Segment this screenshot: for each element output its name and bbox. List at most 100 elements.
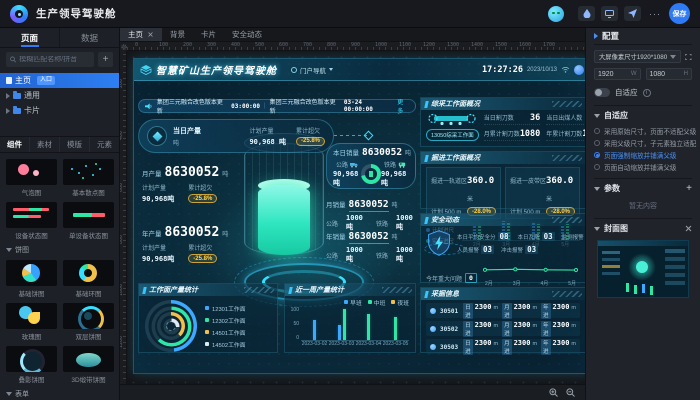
portal-nav-dropdown[interactable]: 门户导航: [291, 65, 333, 75]
adaptive-options: 采用原始尺寸，页面不适配父级 采用父级尺寸，子元素独立适配 页面强制缩放并铺满父…: [594, 123, 696, 179]
component-scatter-chart[interactable]: 基本散点图: [63, 159, 114, 197]
screen-size-select[interactable]: 大屏像素尺寸1920*1080: [594, 50, 682, 63]
dashboard-logo-icon: [140, 64, 152, 75]
zoom-out-icon[interactable]: [566, 388, 575, 397]
params-section-header[interactable]: 参数 +: [594, 181, 692, 196]
tree-item-common[interactable]: 通用: [0, 88, 119, 103]
rose-chart-thumb-icon: [6, 303, 57, 329]
user-avatar: [574, 64, 584, 75]
component-device-status[interactable]: 设备状态图: [6, 202, 57, 240]
daily-production-card: 当日产量 吨 计划产量 90,968 吨 累计超欠 -25.8%: [138, 119, 334, 153]
section-pie-charts[interactable]: 饼图: [6, 245, 114, 255]
cover-thumbnail[interactable]: [597, 240, 689, 298]
component-basic-pie[interactable]: 基础饼图: [6, 260, 57, 298]
tab-page[interactable]: 页面: [0, 28, 59, 47]
config-section-header[interactable]: 配置: [594, 28, 692, 45]
chevron-down-icon: [670, 54, 677, 59]
tab-data[interactable]: 数据: [59, 28, 119, 47]
dashboard-title: 智慧矿山生产领导驾驶舱: [156, 66, 277, 77]
train-icon: [398, 162, 406, 168]
add-page-button[interactable]: +: [98, 51, 113, 67]
zoom-in-icon[interactable]: [549, 388, 558, 397]
radio-parent-size[interactable]: 采用父级尺寸，子元素独立适配: [594, 137, 696, 149]
wifi-icon: [561, 67, 570, 73]
vertical-ruler: 200 400 600 800 1000 1200: [120, 42, 127, 384]
component-bubble-chart[interactable]: 气泡图: [6, 159, 57, 197]
width-input[interactable]: [598, 70, 631, 78]
component-single-device-status[interactable]: 单设备状态图: [63, 202, 114, 240]
radio-force-scale[interactable]: 页面强制缩放并铺满父级: [594, 149, 692, 161]
component-3d-ribbon-pie[interactable]: 3D缎带饼图: [63, 346, 114, 384]
canvas-tab-safety[interactable]: 安全动态: [232, 30, 262, 39]
width-field[interactable]: W: [594, 68, 641, 80]
radio-icon: [594, 140, 600, 146]
single-device-thumb-icon: [63, 202, 114, 228]
cover-section-header[interactable]: 封面图: [594, 221, 692, 236]
radio-auto-scale[interactable]: 页面自动缩放并铺满父级: [594, 161, 692, 173]
component-basic-donut[interactable]: 基础环图: [63, 260, 114, 298]
yearly-production-block: 年产量 8630052 吨 计划产量 90,968吨 累计超欠 -25.8%: [142, 225, 229, 263]
chevron-down-icon: [6, 248, 12, 252]
dashboard-header: 智慧矿山生产领导驾驶舱 门户导航 17:27:26 2023/10/13: [134, 59, 585, 81]
top-bar: 生产领导驾驶舱 ··· 保存: [0, 0, 700, 28]
daily-sales-card: 本日销量 8630052 吨 公路 90,968 吨: [326, 143, 416, 189]
app-title: 生产领导驾驶舱: [36, 8, 117, 20]
y-axis-labels: 100 50 0: [290, 307, 299, 341]
adaptive-section-header[interactable]: 自适应: [594, 108, 692, 123]
search-input[interactable]: [19, 55, 90, 63]
canvas-tab-card[interactable]: 卡片: [201, 30, 216, 39]
canvas-tab-home[interactable]: 主页: [120, 28, 162, 41]
mine-icon: [147, 126, 167, 146]
config-sidebar: 配置 大屏像素尺寸1920*1080 W H 自适应 自适应 采用原始尺寸，页面…: [585, 28, 700, 400]
publish-button[interactable]: [624, 6, 641, 21]
double-pie-thumb-icon: [63, 303, 114, 329]
adaptive-toggle[interactable]: [594, 88, 610, 97]
component-shadow-pie[interactable]: 叠影饼图: [6, 346, 57, 384]
left-sidebar: 页面 数据 + 主页 入口 通用 卡片 组件 素材 模版 元素: [0, 28, 120, 400]
shadow-pie-thumb-icon: [6, 346, 57, 372]
canvas-body: 智慧矿山生产领导驾驶舱 门户导航 17:27:26 2023/10/13: [127, 51, 585, 384]
tree-item-card[interactable]: 卡片: [0, 103, 119, 118]
face-select-button[interactable]: 13050综采工作面: [426, 129, 479, 141]
over-under-badge: -25.8%: [188, 254, 218, 263]
expand-icon[interactable]: [685, 52, 692, 62]
preview-button[interactable]: [601, 6, 618, 21]
dashboard-design[interactable]: 智慧矿山生产领导驾驶舱 门户导航 17:27:26 2023/10/13: [133, 58, 585, 374]
horizontal-ruler: 0 100 200 300 400 500 600 700 800 900 1000 1100 1200…: [127, 42, 585, 51]
section-forms[interactable]: 表单: [6, 389, 114, 399]
info-icon[interactable]: [642, 88, 651, 97]
component-list: 气泡图 基本散点图 设备状态图 单设备状态图 饼图 基础饼图 基础环图 玫瑰图: [0, 153, 119, 400]
tab-elements[interactable]: 元素: [89, 137, 119, 152]
folder-icon: [13, 91, 21, 99]
height-field[interactable]: H: [645, 68, 692, 80]
add-param-button[interactable]: +: [686, 183, 692, 194]
component-rose-chart[interactable]: 玫瑰图: [6, 303, 57, 341]
ticker-more-link[interactable]: 更多: [397, 100, 404, 115]
yearly-sales-block: 年销量 8630052 吨 公路 1000吨 铁路 1000吨: [326, 231, 413, 263]
bubble-chart-thumb-icon: [6, 159, 57, 185]
search-box[interactable]: [6, 51, 94, 67]
chevron-down-icon: [594, 113, 600, 118]
radio-original-size[interactable]: 采用原始尺寸，页面不适配父级: [594, 125, 696, 137]
height-input[interactable]: [649, 70, 684, 78]
radio-icon: [594, 152, 600, 158]
tab-components[interactable]: 组件: [7, 140, 22, 149]
save-button[interactable]: 保存: [669, 3, 690, 24]
clock-date: 2023/10/13: [526, 66, 557, 73]
theme-button[interactable]: [578, 6, 595, 21]
tree-item-home[interactable]: 主页 入口: [0, 73, 119, 88]
close-tab-icon[interactable]: [148, 32, 154, 38]
canvas-tab-background[interactable]: 背景: [170, 30, 185, 39]
component-double-pie[interactable]: 双层饼图: [63, 303, 114, 341]
tab-templates[interactable]: 模版: [59, 137, 89, 152]
gauge-legend: 12301工作面 12302工作面 14501工作面 14502工作面: [205, 304, 246, 349]
assistant-robot-icon[interactable]: [548, 5, 564, 22]
pie-chart-thumb-icon: [6, 260, 57, 286]
delete-cover-icon[interactable]: [685, 225, 692, 232]
ruler-settings-gear-icon[interactable]: [120, 42, 127, 51]
chevron-right-icon: [6, 107, 10, 114]
tab-materials[interactable]: 素材: [29, 137, 59, 152]
more-menu-button[interactable]: ···: [649, 8, 661, 19]
